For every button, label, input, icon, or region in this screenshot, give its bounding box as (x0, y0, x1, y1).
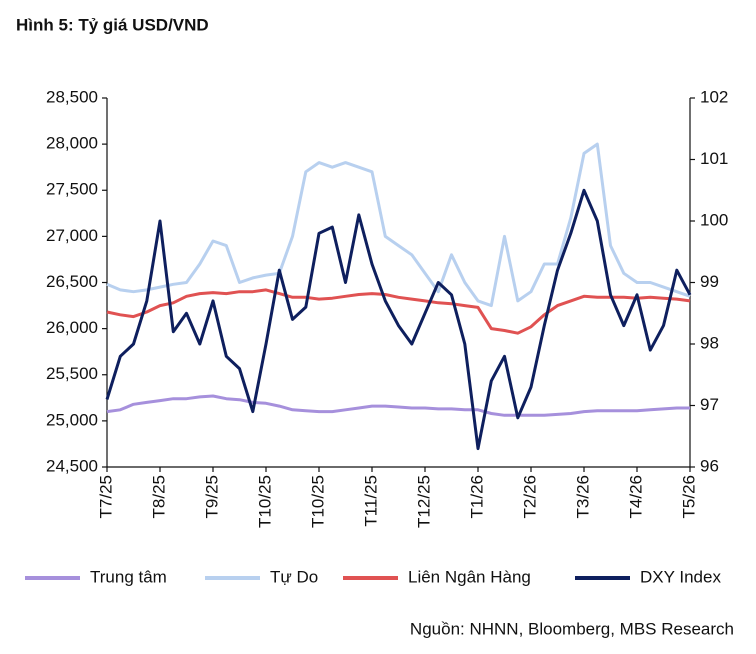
x-tick-label: T12/25 (414, 475, 433, 528)
legend-label: Trung tâm (90, 567, 167, 586)
y-tick-label: 25,000 (46, 410, 98, 429)
y-tick-label: 27,500 (46, 180, 98, 199)
y-tick-label: 24,500 (46, 456, 98, 475)
x-tick-label: T8/25 (149, 475, 168, 518)
y-tick-label: 28,000 (46, 134, 98, 153)
x-tick-label: T7/25 (96, 475, 115, 518)
y2-tick-label: 97 (700, 395, 719, 414)
y2-tick-label: 101 (700, 149, 728, 168)
y2-tick-label: 99 (700, 272, 719, 291)
y2-tick-label: 96 (700, 456, 719, 475)
legend-label: Tự Do (270, 567, 318, 586)
y2-tick-label: 102 (700, 87, 728, 106)
x-tick-label: T10/25 (255, 475, 274, 528)
legend-label: DXY Index (640, 567, 721, 586)
series-line (106, 142, 691, 308)
series-line (106, 288, 691, 335)
legend-label: Liên Ngân Hàng (408, 567, 531, 586)
y2-tick-label: 100 (700, 210, 728, 229)
x-tick-label: T9/25 (202, 475, 221, 518)
x-tick-label: T5/26 (679, 475, 698, 518)
y-tick-label: 26,500 (46, 272, 98, 291)
y-tick-label: 27,000 (46, 226, 98, 245)
x-tick-label: T4/26 (626, 475, 645, 518)
y-tick-label: 28,500 (46, 87, 98, 106)
series-line (106, 394, 690, 417)
series-line (105, 188, 692, 451)
y2-tick-label: 98 (700, 333, 719, 352)
x-tick-label: T2/26 (520, 475, 539, 518)
x-tick-label: T1/26 (467, 475, 486, 518)
y-tick-label: 26,000 (46, 318, 98, 337)
y-tick-label: 25,500 (46, 364, 98, 383)
chart-title: Hình 5: Tỷ giá USD/VND (16, 15, 209, 34)
x-tick-label: T3/26 (573, 475, 592, 518)
x-tick-label: T11/25 (361, 475, 380, 527)
x-tick-label: T10/25 (308, 475, 327, 528)
source-note: Nguồn: NHNN, Bloomberg, MBS Research (410, 619, 734, 638)
